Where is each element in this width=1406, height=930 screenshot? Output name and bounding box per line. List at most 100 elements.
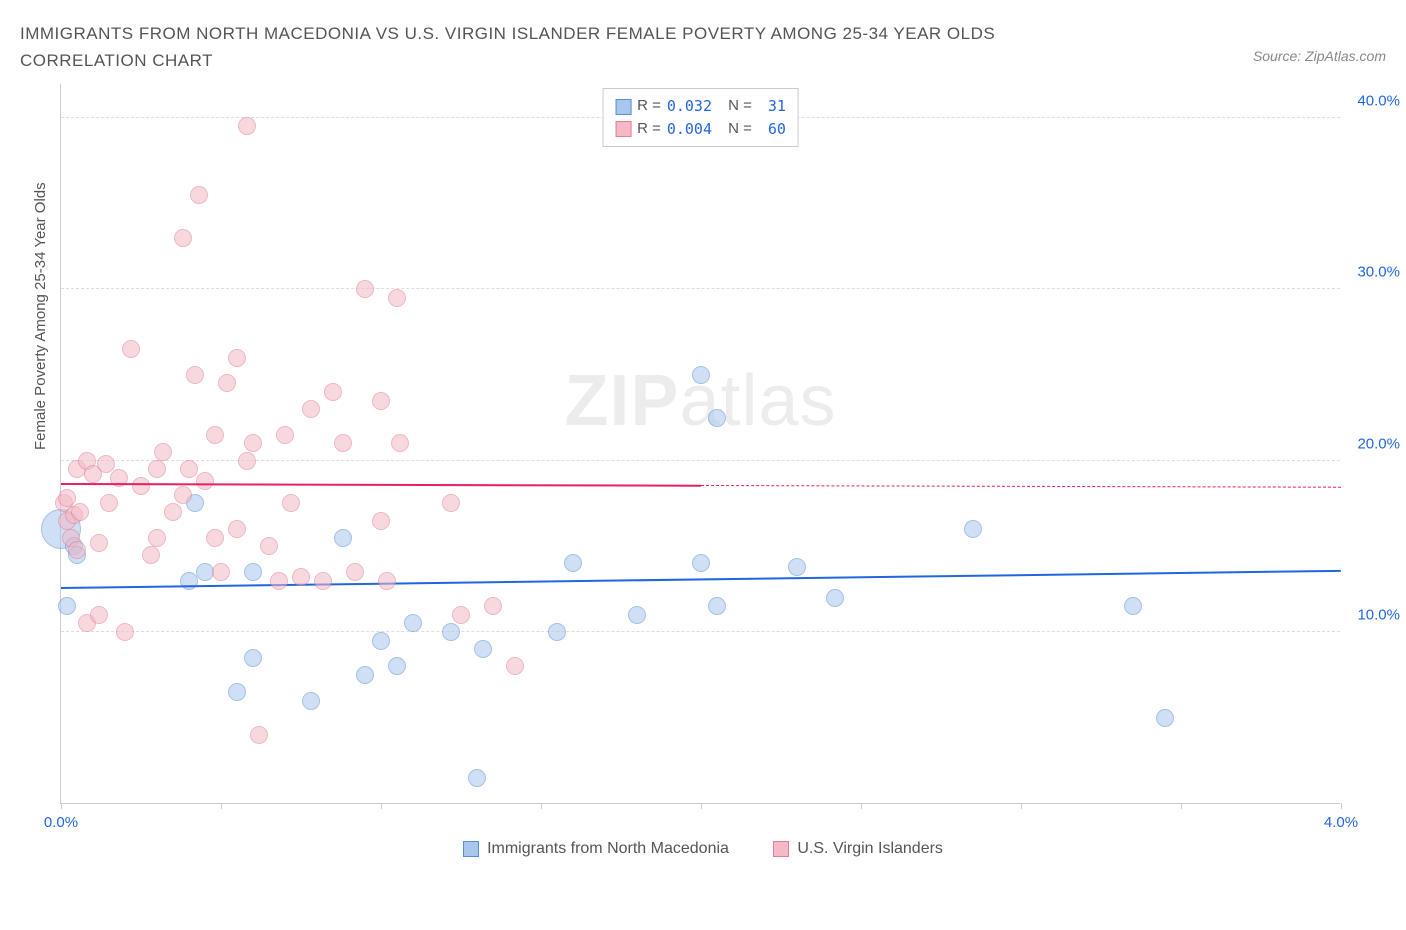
scatter-point [1156, 709, 1174, 727]
scatter-point [206, 529, 224, 547]
scatter-point [276, 426, 294, 444]
scatter-point [282, 494, 300, 512]
scatter-point [174, 229, 192, 247]
trend-line [61, 483, 701, 487]
scatter-point [132, 477, 150, 495]
scatter-point [238, 452, 256, 470]
scatter-point [692, 366, 710, 384]
legend-bottom: Immigrants from North Macedonia U.S. Vir… [20, 840, 1386, 862]
scatter-point [228, 683, 246, 701]
legend-bottom-swatch-2 [773, 841, 789, 857]
x-tick [861, 803, 862, 809]
scatter-point [148, 460, 166, 478]
scatter-point [68, 541, 86, 559]
plot-area: ZIPatlas R = 0.032 N = 31 R = 0.004 N = … [60, 84, 1340, 804]
legend-r-label-2: R = [637, 118, 661, 141]
legend-r-label-1: R = [637, 95, 661, 118]
trend-line-dashed [701, 485, 1341, 488]
legend-n-value-1: 31 [758, 95, 786, 118]
y-axis-title: Female Poverty Among 25-34 Year Olds [32, 182, 49, 450]
scatter-point [250, 726, 268, 744]
y-tick-label: 20.0% [1345, 435, 1400, 452]
scatter-point [346, 563, 364, 581]
scatter-point [826, 589, 844, 607]
scatter-point [1124, 597, 1142, 615]
legend-n-label-1: N = [728, 95, 752, 118]
scatter-point [506, 657, 524, 675]
chart-title: IMMIGRANTS FROM NORTH MACEDONIA VS U.S. … [20, 20, 1120, 74]
x-tick [541, 803, 542, 809]
scatter-point [388, 289, 406, 307]
scatter-point [378, 572, 396, 590]
legend-bottom-item-1: Immigrants from North Macedonia [463, 840, 729, 858]
legend-bottom-label-1: Immigrants from North Macedonia [487, 840, 729, 858]
scatter-point [708, 409, 726, 427]
scatter-point [100, 494, 118, 512]
scatter-point [324, 383, 342, 401]
scatter-point [206, 426, 224, 444]
scatter-point [302, 400, 320, 418]
scatter-point [228, 520, 246, 538]
legend-swatch-2 [615, 121, 631, 137]
scatter-point [90, 606, 108, 624]
scatter-point [628, 606, 646, 624]
scatter-point [190, 186, 208, 204]
scatter-point [244, 563, 262, 581]
scatter-point [174, 486, 192, 504]
scatter-point [238, 117, 256, 135]
scatter-point [334, 529, 352, 547]
scatter-point [180, 460, 198, 478]
scatter-point [468, 769, 486, 787]
x-tick [701, 803, 702, 809]
scatter-point [244, 649, 262, 667]
scatter-point [196, 472, 214, 490]
scatter-point [292, 568, 310, 586]
legend-bottom-item-2: U.S. Virgin Islanders [773, 840, 943, 858]
scatter-point [164, 503, 182, 521]
legend-n-value-2: 60 [758, 118, 786, 141]
y-tick-label: 30.0% [1345, 264, 1400, 281]
legend-row-series-1: R = 0.032 N = 31 [615, 95, 786, 118]
y-tick-label: 40.0% [1345, 92, 1400, 109]
legend-swatch-1 [615, 99, 631, 115]
scatter-point [484, 597, 502, 615]
title-row: IMMIGRANTS FROM NORTH MACEDONIA VS U.S. … [20, 20, 1386, 74]
scatter-point [314, 572, 332, 590]
x-tick [1341, 803, 1342, 809]
scatter-point [372, 512, 390, 530]
x-tick [61, 803, 62, 809]
scatter-point [788, 558, 806, 576]
scatter-point [474, 640, 492, 658]
gridline-h [61, 631, 1340, 632]
scatter-point [334, 434, 352, 452]
gridline-h [61, 288, 1340, 289]
scatter-point [442, 623, 460, 641]
legend-row-series-2: R = 0.004 N = 60 [615, 118, 786, 141]
scatter-point [154, 443, 172, 461]
legend-n-label-2: N = [728, 118, 752, 141]
scatter-point [708, 597, 726, 615]
scatter-point [71, 503, 89, 521]
y-tick-label: 10.0% [1345, 606, 1400, 623]
source-attribution: Source: ZipAtlas.com [1253, 48, 1386, 64]
x-tick [381, 803, 382, 809]
scatter-point [548, 623, 566, 641]
scatter-point [260, 537, 278, 555]
chart-container: IMMIGRANTS FROM NORTH MACEDONIA VS U.S. … [20, 20, 1386, 910]
legend-bottom-swatch-1 [463, 841, 479, 857]
scatter-point [356, 666, 374, 684]
scatter-point [212, 563, 230, 581]
scatter-point [452, 606, 470, 624]
scatter-point [564, 554, 582, 572]
x-tick [221, 803, 222, 809]
legend-r-value-2: 0.004 [667, 118, 712, 141]
scatter-point [142, 546, 160, 564]
x-tick [1021, 803, 1022, 809]
scatter-point [58, 597, 76, 615]
scatter-point [372, 392, 390, 410]
scatter-point [442, 494, 460, 512]
x-tick-label: 0.0% [44, 814, 78, 831]
legend-bottom-label-2: U.S. Virgin Islanders [797, 840, 943, 858]
legend-r-value-1: 0.032 [667, 95, 712, 118]
scatter-point [388, 657, 406, 675]
